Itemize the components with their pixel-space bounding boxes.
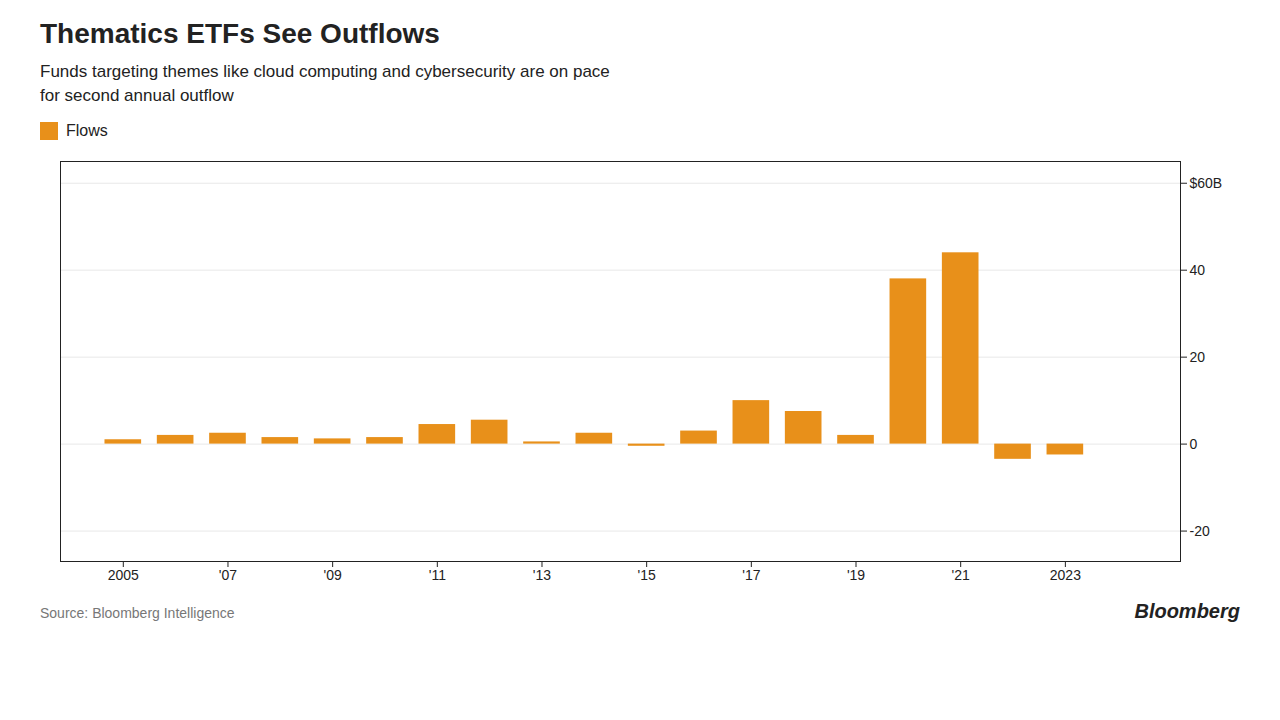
svg-text:0: 0 — [1190, 435, 1198, 451]
svg-text:'13: '13 — [533, 567, 551, 583]
svg-text:'17: '17 — [742, 567, 760, 583]
svg-text:'11: '11 — [429, 567, 446, 583]
html-text:Funds targeting themes like cl: Funds targeting themes like cloud comput… — [40, 62, 610, 105]
svg-text:$60B: $60B — [1190, 174, 1223, 190]
svg-text:'07: '07 — [219, 567, 237, 583]
svg-text:'19: '19 — [847, 567, 865, 583]
svg-text:40: 40 — [1190, 261, 1206, 277]
html-text:Thematics ETFs See Outflows: Thematics ETFs See Outflows — [40, 18, 440, 49]
svg-text:2023: 2023 — [1050, 567, 1081, 583]
svg-text:-20: -20 — [1190, 522, 1210, 538]
svg-text:'21: '21 — [952, 567, 970, 583]
svg-text:20: 20 — [1190, 348, 1206, 364]
svg-text:2005: 2005 — [108, 567, 139, 583]
svg-text:'09: '09 — [324, 567, 342, 583]
svg-text:'15: '15 — [638, 567, 656, 583]
html-text:Bloomberg: Bloomberg — [1134, 599, 1240, 622]
html-text:Source: Bloomberg Intelligence: Source: Bloomberg Intelligence — [40, 604, 235, 621]
html-text:Flows: Flows — [66, 121, 108, 139]
